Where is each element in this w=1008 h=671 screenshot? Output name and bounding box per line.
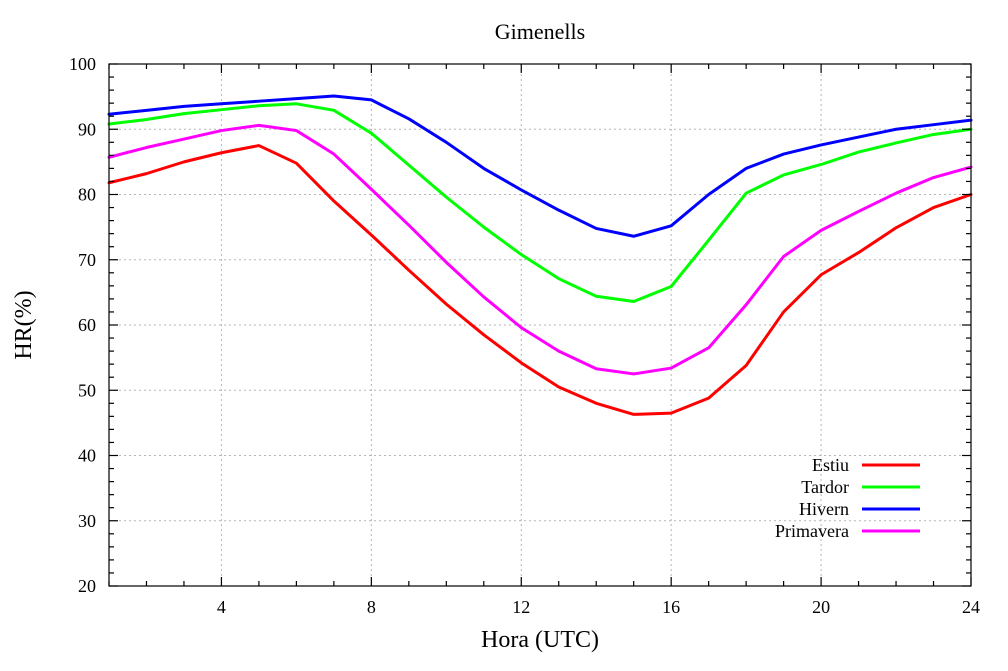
x-tick-label: 8 [367,597,376,617]
y-tick-label: 100 [69,54,96,74]
y-tick-label: 70 [78,250,96,270]
x-tick-label: 24 [962,597,980,617]
axis-ticks [108,63,972,587]
y-tick-label: 50 [78,380,96,400]
y-axis-title: HR(%) [11,290,37,359]
series-line-tardor [107,102,973,304]
y-tick-label: 20 [78,576,96,596]
x-tick-label: 20 [812,597,830,617]
y-tick-label: 80 [78,185,96,205]
legend-label-tardor: Tardor [801,477,849,497]
tick-labels: 4 8 12 16 20 24 20 30 40 50 60 70 80 90 100 [69,54,980,617]
series-line-primavera [107,123,973,376]
series-line-estiu [107,144,973,416]
legend-label-hivern: Hivern [799,499,849,519]
y-tick-label: 30 [78,511,96,531]
grid [109,64,971,586]
x-tick-label: 4 [217,597,226,617]
x-tick-label: 16 [662,597,680,617]
legend-label-primavera: Primavera [775,521,849,541]
series-line-hivern [107,94,973,238]
x-tick-label: 12 [512,597,530,617]
series-lines [107,94,973,416]
y-tick-label: 60 [78,315,96,335]
y-tick-label: 40 [78,446,96,466]
x-axis-title: Hora (UTC) [481,627,599,653]
chart-title: Gimenells [495,19,585,44]
y-tick-label: 90 [78,119,96,139]
legend-label-estiu: Estiu [812,455,849,475]
